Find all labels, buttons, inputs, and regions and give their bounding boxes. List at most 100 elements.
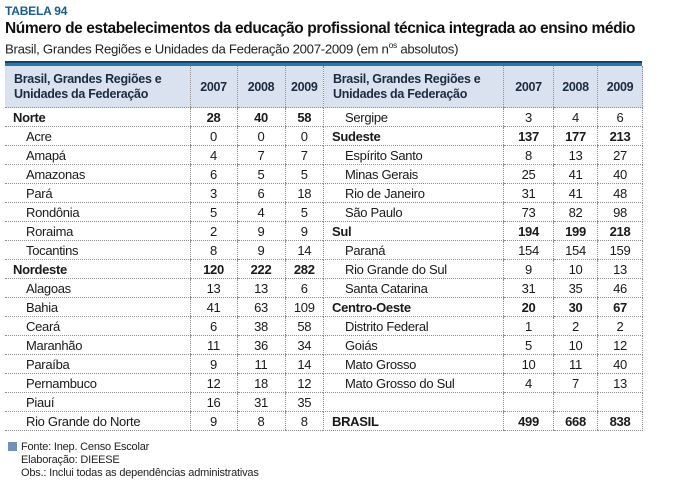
row-value: 9	[236, 240, 285, 261]
spacer-row	[323, 392, 643, 413]
row-value: 98	[597, 202, 643, 223]
row-value: 12	[597, 335, 643, 356]
row-value: 63	[236, 297, 285, 318]
row-value: 20	[503, 297, 554, 318]
row-value: 1	[503, 316, 554, 337]
row-value: 199	[553, 221, 598, 242]
column-header-2008: 2008	[236, 66, 285, 109]
page-subtitle: Brasil, Grandes Regiões e Unidades da Fe…	[5, 40, 700, 56]
table-row: Rio Grande do Sul 9 10 13	[323, 259, 643, 280]
row-value: 41	[553, 164, 598, 185]
row-value: 13	[597, 373, 643, 394]
row-value: 8	[236, 411, 285, 432]
row-value: 499	[503, 411, 554, 432]
table-row: Amapá 4 7 7	[5, 145, 323, 166]
row-value: 28	[189, 107, 237, 128]
row-value: 9	[189, 354, 237, 375]
row-label: Espírito Santo	[323, 145, 504, 166]
row-value: 82	[553, 202, 598, 223]
row-value: 6	[597, 107, 643, 128]
row-label: Norte	[5, 107, 190, 128]
subtitle-superscript: os	[388, 40, 398, 51]
row-label: Amazonas	[5, 164, 190, 185]
row-value: 9	[189, 411, 237, 432]
table-row: Maranhão 11 36 34	[5, 335, 323, 356]
row-value: 5	[189, 202, 237, 223]
table-row: Rio Grande do Norte 9 8 8	[5, 411, 323, 432]
column-header-region: Brasil, Grandes Regiões e Unidades da Fe…	[323, 66, 504, 109]
table-row: BRASIL 499 668 838	[323, 411, 643, 432]
row-label: Goiás	[323, 335, 504, 356]
row-label: Pernambuco	[5, 373, 190, 394]
row-value: 30	[553, 297, 598, 318]
row-value: 194	[503, 221, 554, 242]
row-value: 5	[284, 202, 323, 223]
table-row: Pernambuco 12 18 12	[5, 373, 323, 394]
table-row: Sul 194 199 218	[323, 221, 643, 242]
subtitle-text: Brasil, Grandes Regiões e Unidades da Fe…	[5, 41, 389, 57]
table-row: Goiás 5 10 12	[323, 335, 643, 356]
row-label: Paraná	[323, 240, 504, 261]
table-top-rule	[5, 61, 642, 67]
row-value: 10	[503, 354, 554, 375]
row-value: 5	[284, 164, 323, 185]
row-value: 25	[503, 164, 554, 185]
row-value: 8	[284, 411, 323, 432]
row-label: Rio de Janeiro	[323, 183, 504, 204]
table-row: Rondônia 5 4 5	[5, 202, 323, 223]
column-header-region: Brasil, Grandes Regiões e Unidades da Fe…	[5, 66, 190, 109]
row-label: Roraima	[5, 221, 190, 242]
row-value: 6	[189, 316, 237, 337]
table-row: Minas Gerais 25 41 40	[323, 164, 643, 185]
row-value: 40	[236, 107, 285, 128]
row-value: 4	[189, 145, 237, 166]
row-value: 13	[597, 259, 643, 280]
row-value: 36	[236, 335, 285, 356]
row-value: 668	[553, 411, 598, 432]
row-value: 14	[284, 240, 323, 261]
row-value	[503, 392, 554, 413]
row-value: 18	[236, 373, 285, 394]
row-label: Sergipe	[323, 107, 504, 128]
row-value: 282	[284, 259, 323, 280]
table-left-half: Brasil, Grandes Regiões e Unidades da Fe…	[5, 66, 323, 432]
table-row: Bahia 41 63 109	[5, 297, 323, 318]
row-label: Rio Grande do Norte	[5, 411, 190, 432]
header-row: Brasil, Grandes Regiões e Unidades da Fe…	[5, 66, 323, 109]
row-value: 35	[284, 392, 323, 413]
legend-square-icon	[8, 442, 17, 452]
row-value: 5	[236, 164, 285, 185]
row-value: 27	[597, 145, 643, 166]
row-value: 0	[284, 126, 323, 147]
row-value: 4	[553, 107, 598, 128]
table-row: Mato Grosso 10 11 40	[323, 354, 643, 375]
table-row: Paraíba 9 11 14	[5, 354, 323, 375]
row-value: 0	[189, 126, 237, 147]
row-value: 11	[236, 354, 285, 375]
row-value: 2	[553, 316, 598, 337]
row-label: Acre	[5, 126, 190, 147]
row-value: 16	[189, 392, 237, 413]
row-value: 2	[597, 316, 643, 337]
table-row: Distrito Federal 1 2 2	[323, 316, 643, 337]
table-row: Sergipe 3 4 6	[323, 107, 643, 128]
table-row: Tocantins 8 9 14	[5, 240, 323, 261]
row-value: 13	[236, 278, 285, 299]
row-value: 6	[189, 164, 237, 185]
row-value: 8	[503, 145, 554, 166]
column-header-2009: 2009	[284, 66, 323, 109]
table-row: Paraná 154 154 159	[323, 240, 643, 261]
row-label	[323, 392, 504, 413]
row-value: 11	[189, 335, 237, 356]
row-value: 34	[284, 335, 323, 356]
row-label: Sudeste	[323, 126, 504, 147]
row-value: 40	[597, 164, 643, 185]
row-value	[553, 392, 598, 413]
table-row: Alagoas 13 13 6	[5, 278, 323, 299]
row-value: 58	[284, 107, 323, 128]
header-row: Brasil, Grandes Regiões e Unidades da Fe…	[323, 66, 643, 109]
source-line: Fonte: Inep. Censo Escolar	[8, 441, 700, 454]
table-row: Santa Catarina 31 35 46	[323, 278, 643, 299]
row-value: 67	[597, 297, 643, 318]
